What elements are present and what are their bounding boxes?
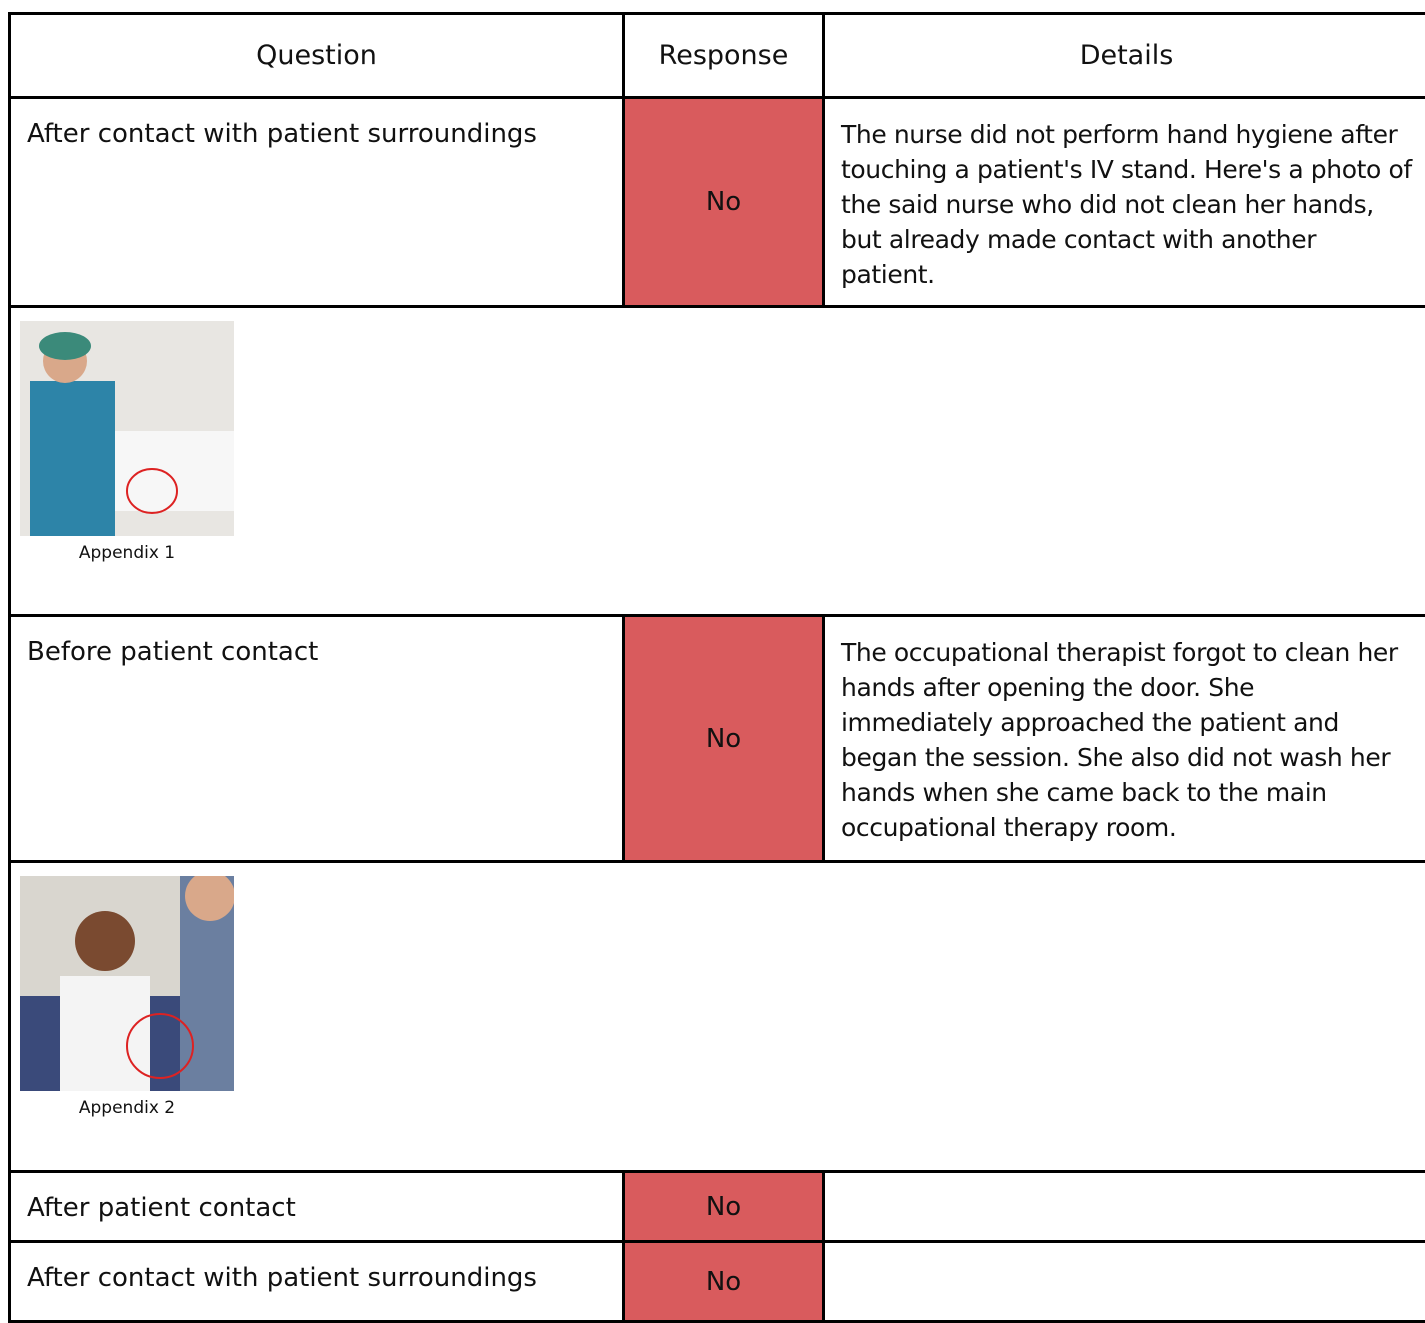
appendix-caption: Appendix 2 [78, 1098, 176, 1118]
details-cell [822, 1170, 1425, 1243]
question-cell: Before patient contact [8, 614, 625, 863]
question-cell: After contact with patient surroundings [8, 1240, 625, 1323]
photo [20, 321, 234, 536]
response-cell: No [622, 1170, 825, 1243]
details-cell: The occupational therapist forgot to cle… [822, 614, 1425, 863]
header-cell: Question [8, 12, 625, 99]
header-cell: Details [822, 12, 1425, 99]
question-cell: After patient contact [8, 1170, 625, 1243]
question-cell: After contact with patient surroundings [8, 96, 625, 308]
appendix-caption: Appendix 1 [78, 543, 176, 563]
response-cell: No [622, 614, 825, 863]
details-cell: The nurse did not perform hand hygiene a… [822, 96, 1425, 308]
photo [20, 876, 234, 1091]
response-cell: No [622, 96, 825, 308]
response-cell: No [622, 1240, 825, 1323]
header-cell: Response [622, 12, 825, 99]
details-cell [822, 1240, 1425, 1323]
